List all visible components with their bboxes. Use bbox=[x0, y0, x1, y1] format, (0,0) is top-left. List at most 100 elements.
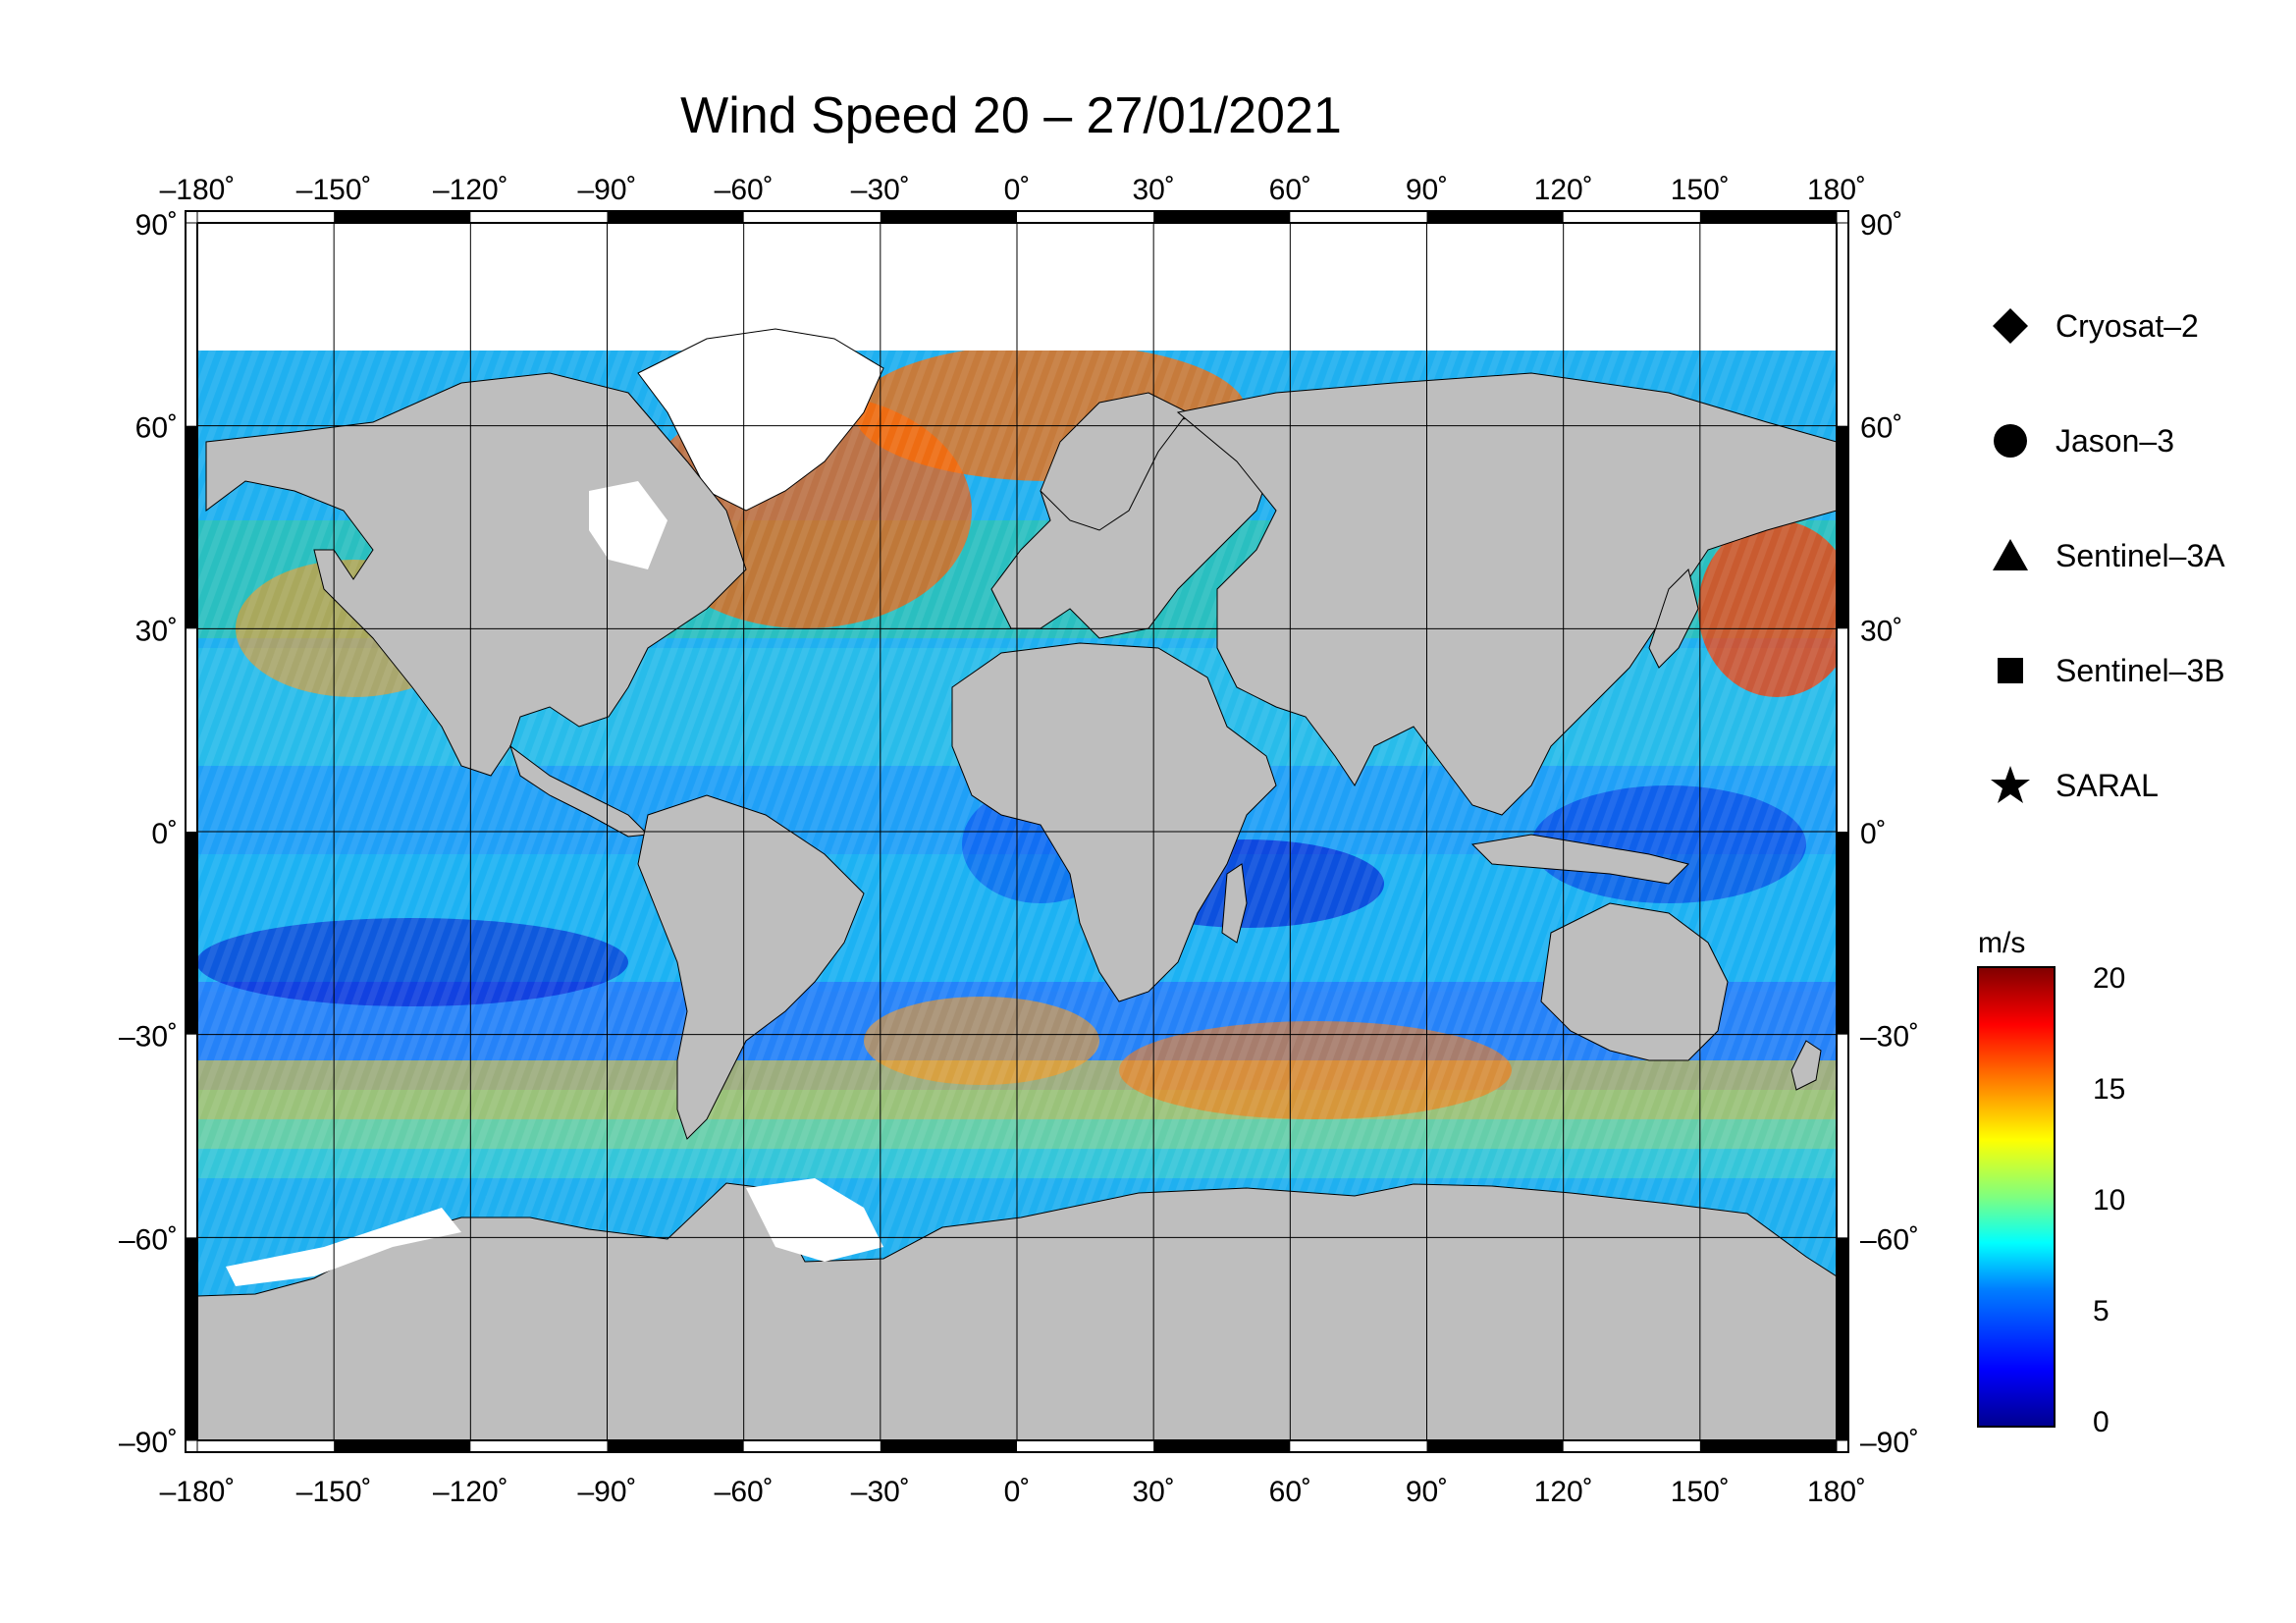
frame-bar-bottom bbox=[1153, 1440, 1291, 1452]
land-indonesia bbox=[1470, 834, 1689, 885]
lon-label-bottom: 0˚ bbox=[1004, 1476, 1031, 1508]
land-madagascar bbox=[1221, 863, 1248, 944]
lon-label-top: –60˚ bbox=[715, 174, 774, 206]
frame-bar-right bbox=[1837, 1237, 1848, 1440]
lon-label-bottom: –60˚ bbox=[715, 1476, 774, 1508]
legend-label: Jason–3 bbox=[2056, 422, 2174, 459]
lat-label-right: –30˚ bbox=[1860, 1021, 1919, 1054]
lon-label-top: –180˚ bbox=[160, 174, 236, 206]
lon-label-bottom: 180˚ bbox=[1807, 1476, 1866, 1508]
frame-outline bbox=[185, 210, 1849, 1453]
frame-bar-right bbox=[1837, 832, 1848, 1035]
lat-label-right: –60˚ bbox=[1860, 1223, 1919, 1256]
frame-bar-bottom bbox=[607, 1440, 744, 1452]
lat-label-left: 30˚ bbox=[135, 615, 178, 647]
frame-bar-bottom bbox=[1426, 1440, 1564, 1452]
frame-bar-bottom bbox=[880, 1440, 1017, 1452]
frame-corner bbox=[185, 1439, 198, 1453]
frame-bar-top bbox=[1153, 211, 1291, 223]
ice-ross bbox=[226, 1208, 461, 1286]
land-australia bbox=[1540, 902, 1729, 1061]
lat-label-left: 90˚ bbox=[135, 209, 178, 242]
frame-bar-top bbox=[1426, 211, 1564, 223]
lat-label-left: –90˚ bbox=[119, 1427, 178, 1459]
lat-label-right: 30˚ bbox=[1860, 615, 1902, 647]
diamond-icon bbox=[1983, 298, 2038, 353]
triangle-icon bbox=[1983, 528, 2038, 583]
map-title: Wind Speed 20 – 27/01/2021 bbox=[680, 87, 1342, 144]
lon-label-top: 0˚ bbox=[1004, 174, 1031, 206]
lat-label-right: 90˚ bbox=[1860, 209, 1902, 242]
colorbar bbox=[1977, 966, 2056, 1428]
map-border-bars bbox=[185, 210, 1849, 1453]
colorbar-tick-label: 20 bbox=[2093, 962, 2126, 995]
land-south-america bbox=[637, 794, 865, 1140]
lon-label-bottom: 150˚ bbox=[1671, 1476, 1730, 1508]
lon-label-top: 30˚ bbox=[1132, 174, 1174, 206]
lat-label-right: 60˚ bbox=[1860, 412, 1902, 445]
frame-bar-left bbox=[186, 1237, 197, 1440]
lon-label-bottom: –90˚ bbox=[577, 1476, 636, 1508]
land-central-america bbox=[509, 744, 650, 838]
lon-label-top: 180˚ bbox=[1807, 174, 1866, 206]
map-area bbox=[197, 223, 1837, 1440]
lon-label-top: –150˚ bbox=[296, 174, 372, 206]
square-icon bbox=[1983, 643, 2038, 698]
legend-item-sentinel-3a: Sentinel–3A bbox=[1983, 528, 2225, 583]
colorbar-tick-label: 10 bbox=[2093, 1184, 2126, 1217]
lat-label-left: –30˚ bbox=[119, 1021, 178, 1054]
legend-label: Sentinel–3A bbox=[2056, 537, 2225, 573]
land-japan bbox=[1648, 568, 1699, 669]
legend-item-cryosat: Cryosat–2 bbox=[1983, 298, 2199, 353]
lon-label-bottom: –120˚ bbox=[433, 1476, 508, 1508]
lon-label-top: –120˚ bbox=[433, 174, 508, 206]
legend-item-jason: Jason–3 bbox=[1983, 413, 2174, 468]
lon-label-bottom: 60˚ bbox=[1269, 1476, 1311, 1508]
legend-label: Cryosat–2 bbox=[2056, 307, 2199, 344]
lon-label-top: 90˚ bbox=[1406, 174, 1448, 206]
lon-label-top: –90˚ bbox=[577, 174, 636, 206]
map-tick-labels: –180˚ –180˚ –150˚ –150˚ –120˚ –120˚ –90˚ –90˚ –6… bbox=[119, 174, 1919, 1508]
lon-label-top: –30˚ bbox=[851, 174, 910, 206]
lon-label-bottom: 90˚ bbox=[1406, 1476, 1448, 1508]
lon-label-top: 120˚ bbox=[1534, 174, 1593, 206]
lon-label-bottom: –30˚ bbox=[851, 1476, 910, 1508]
lon-label-bottom: –180˚ bbox=[160, 1476, 236, 1508]
lat-label-right: –90˚ bbox=[1860, 1427, 1919, 1459]
land-scandinavia bbox=[1040, 392, 1189, 531]
land-greenland bbox=[637, 328, 884, 512]
frame-corner bbox=[1836, 210, 1849, 224]
lat-label-left: 0˚ bbox=[151, 818, 178, 850]
legend-item-sentinel-3b: Sentinel–3B bbox=[1983, 643, 2225, 698]
lon-label-bottom: –150˚ bbox=[296, 1476, 372, 1508]
colorbar-tick-label: 5 bbox=[2093, 1295, 2109, 1327]
frame-corner bbox=[1836, 1439, 1849, 1453]
frame-bar-top bbox=[607, 211, 744, 223]
lon-label-bottom: 120˚ bbox=[1534, 1476, 1593, 1508]
ice-weddell bbox=[746, 1178, 883, 1262]
lon-label-top: 60˚ bbox=[1269, 174, 1311, 206]
frame-bar-left bbox=[186, 832, 197, 1035]
frame-bar-top bbox=[880, 211, 1017, 223]
frame-corner bbox=[185, 210, 198, 224]
lat-label-left: 60˚ bbox=[135, 412, 178, 445]
colorbar-tick-label: 15 bbox=[2093, 1073, 2126, 1106]
star-icon bbox=[1983, 758, 2038, 813]
circle-icon bbox=[1983, 413, 2038, 468]
frame-bar-bottom bbox=[334, 1440, 471, 1452]
land-hudson-bay bbox=[589, 481, 667, 569]
lat-label-right: 0˚ bbox=[1860, 818, 1887, 850]
land-new-zealand bbox=[1790, 1040, 1822, 1091]
frame-bar-left bbox=[186, 425, 197, 629]
lat-label-left: –60˚ bbox=[119, 1223, 178, 1256]
colorbar-tick-label: 0 bbox=[2093, 1406, 2109, 1438]
land-north-america bbox=[205, 372, 747, 777]
frame-bar-right bbox=[1837, 425, 1848, 629]
lon-label-bottom: 30˚ bbox=[1132, 1476, 1174, 1508]
graticule bbox=[197, 223, 1837, 1440]
frame-bar-top bbox=[1699, 211, 1837, 223]
frame-bar-top bbox=[334, 211, 471, 223]
frame-bar-bottom bbox=[1699, 1440, 1837, 1452]
legend-label: Sentinel–3B bbox=[2056, 652, 2225, 688]
